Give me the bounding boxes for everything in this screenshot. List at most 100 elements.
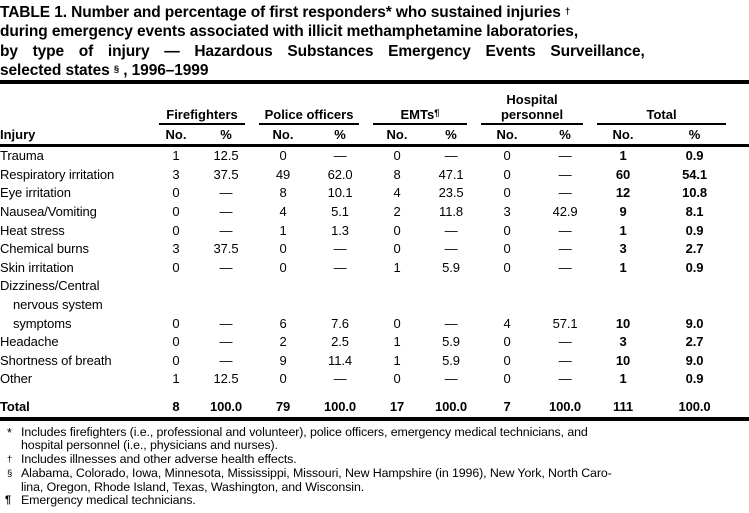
bottom-rule [0, 416, 749, 421]
number-column-header: No. [366, 125, 429, 148]
footnote-marker: † [7, 454, 13, 466]
injury-label-line: Chemical burns [0, 241, 89, 257]
percent-cell: 62.0 [327, 166, 353, 182]
count-cell: 9 [279, 352, 287, 368]
count-cell: 3 [172, 241, 180, 257]
percent-cell: 47.1 [438, 166, 464, 182]
count-cell: 0 [503, 185, 511, 201]
injury-label: Eye irritation [0, 184, 152, 203]
number-column-header: No. [474, 125, 541, 148]
column-subheader-row: Injury No.% No.% No.% No.% No.% [0, 125, 749, 148]
footnote-line: Alabama, Colorado, Iowa, Minnesota, Miss… [21, 465, 612, 480]
count-cell: 3 [172, 166, 180, 182]
footnote-line: hospital personnel (i.e., physicians and… [21, 438, 278, 453]
percent-cell: — [558, 371, 572, 387]
footnote-line: lina, Oregon, Rhode Island, Texas, Washi… [21, 479, 365, 494]
title-text-4: selected states [0, 61, 114, 79]
col-group-label: Firefighters [166, 107, 238, 123]
percent-cell: — [558, 185, 572, 201]
count-cell: 1 [393, 352, 401, 368]
injury-label-line: Headache [0, 334, 59, 350]
percent-cell: 100.0 [549, 398, 582, 414]
percent-cell: 11.8 [439, 203, 463, 219]
count-cell: 0 [503, 222, 511, 238]
injury-label-line: Skin irritation [0, 259, 74, 275]
percent-cell: 1.3 [331, 222, 349, 238]
injury-label-line: Shortness of breath [0, 352, 112, 368]
table-row-nausea-vomiting: Nausea/Vomiting 0 — 4 5.1 2 11.8 3 42.9 9 8.1 [0, 203, 749, 222]
count-cell: 0 [503, 334, 511, 350]
count-cell: 3 [503, 203, 511, 219]
count-cell: 4 [503, 315, 511, 331]
percent-cell: — [219, 259, 233, 275]
count-cell: 0 [393, 148, 401, 164]
percent-cell: — [444, 241, 458, 257]
table-row-chemical-burns: Chemical burns 3 37.5 0 — 0 — 0 — 3 2.7 [0, 240, 749, 259]
percent-cell: 7.6 [331, 315, 349, 331]
footnote: § Alabama, Colorado, Iowa, Minnesota, Mis… [0, 465, 749, 495]
percent-cell: 100.0 [678, 398, 711, 414]
percent-column-header: % [314, 125, 367, 148]
percent-column-header: % [428, 125, 475, 148]
count-cell: 10 [615, 352, 631, 368]
percent-cell: 5.1 [331, 203, 349, 219]
count-cell: 7 [503, 398, 511, 414]
count-cell: 1 [393, 334, 401, 350]
injury-label: Skin irritation [0, 259, 152, 278]
count-cell: 1 [279, 222, 287, 238]
percent-cell: 5.9 [442, 352, 460, 368]
count-cell: 0 [393, 241, 401, 257]
percent-cell: 57.1 [552, 315, 578, 331]
percent-column-header: % [200, 125, 253, 148]
count-cell: 0 [172, 352, 180, 368]
table-title: TABLE 1. Number and percentage of first … [0, 0, 749, 80]
percent-cell: — [219, 203, 233, 219]
count-cell: 17 [389, 398, 405, 414]
count-cell: 1 [619, 371, 627, 387]
injury-label: Respiratory irritation [0, 166, 152, 185]
percent-cell: — [558, 352, 572, 368]
injury-label-line: Nausea/Vomiting [0, 203, 97, 219]
footnote: * Includes firefighters (i.e., profession… [0, 425, 749, 454]
count-cell: 49 [275, 166, 291, 182]
col-group-label: Total [646, 107, 677, 123]
footnote-line: Emergency medical technicians. [21, 493, 196, 508]
footnote: ¶ Emergency medical technicians. [0, 494, 749, 508]
injury-label-line: symptoms [13, 315, 72, 331]
percent-cell: — [558, 148, 572, 164]
injury-label: Trauma [0, 146, 152, 166]
col-group-total: Total [590, 85, 749, 126]
count-cell: 10 [615, 315, 631, 331]
count-cell: 1 [619, 259, 627, 275]
title-rule [0, 80, 749, 85]
injury-table: Firefighters Police officers EMTs¶ Hospital… [0, 85, 749, 416]
percent-cell: — [219, 222, 233, 238]
count-cell: 0 [172, 334, 180, 350]
percent-cell: 0.9 [685, 371, 704, 387]
percent-cell: 100.0 [323, 398, 357, 414]
injury-label-line: Other [0, 371, 33, 387]
table-row-headache: Headache 0 — 2 2.5 1 5.9 0 — 3 2.7 [0, 333, 749, 352]
percent-cell: 54.1 [682, 166, 707, 182]
count-cell: 1 [393, 259, 401, 275]
col-group-underline: Total [597, 107, 727, 126]
percent-cell: 37.5 [213, 166, 239, 182]
percent-cell: 10.8 [682, 185, 707, 201]
count-cell: 3 [619, 241, 627, 257]
count-cell: 0 [393, 315, 401, 331]
count-cell: 4 [279, 203, 287, 219]
count-cell: 8 [279, 185, 287, 201]
col-group-label: Police officers [264, 107, 354, 123]
percent-cell: 0.9 [685, 222, 704, 238]
percent-cell: — [558, 334, 572, 350]
percent-cell: — [444, 148, 458, 164]
count-cell: 0 [503, 241, 511, 257]
count-cell: 0 [393, 222, 401, 238]
percent-cell: — [219, 185, 233, 201]
count-cell: 0 [172, 222, 180, 238]
count-cell: 1 [172, 148, 180, 164]
injury-label-line: Dizziness/Central [0, 278, 100, 294]
number-column-header: No. [590, 125, 657, 148]
count-cell: 0 [279, 259, 287, 275]
